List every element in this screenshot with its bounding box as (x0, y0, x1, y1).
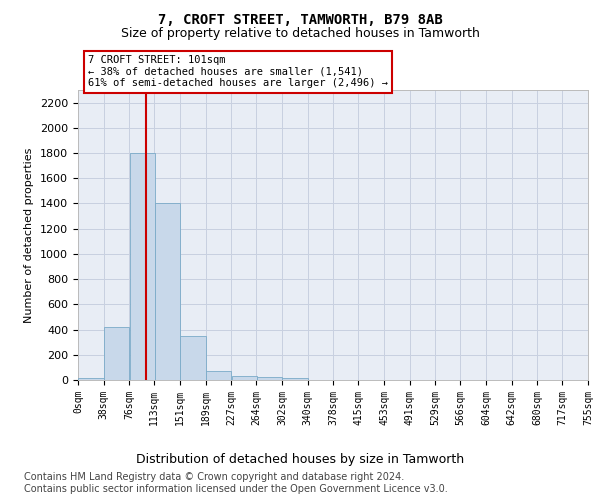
Bar (232, 376, 257, 380)
Text: Distribution of detached houses by size in Tamworth: Distribution of detached houses by size … (136, 452, 464, 466)
Bar (206, 370, 231, 380)
Bar (155, 204, 180, 380)
Text: 7 CROFT STREET: 101sqm
← 38% of detached houses are smaller (1,541)
61% of semi-: 7 CROFT STREET: 101sqm ← 38% of detached… (88, 55, 388, 88)
Bar (78, 378, 104, 380)
Bar (104, 327, 129, 380)
Text: 7, CROFT STREET, TAMWORTH, B79 8AB: 7, CROFT STREET, TAMWORTH, B79 8AB (158, 12, 442, 26)
Bar (282, 378, 308, 380)
Bar (257, 378, 282, 380)
Text: Size of property relative to detached houses in Tamworth: Size of property relative to detached ho… (121, 28, 479, 40)
Bar (180, 336, 205, 380)
Text: Contains HM Land Registry data © Crown copyright and database right 2024.
Contai: Contains HM Land Registry data © Crown c… (24, 472, 448, 494)
Y-axis label: Number of detached properties: Number of detached properties (25, 148, 34, 322)
Bar (130, 153, 155, 380)
